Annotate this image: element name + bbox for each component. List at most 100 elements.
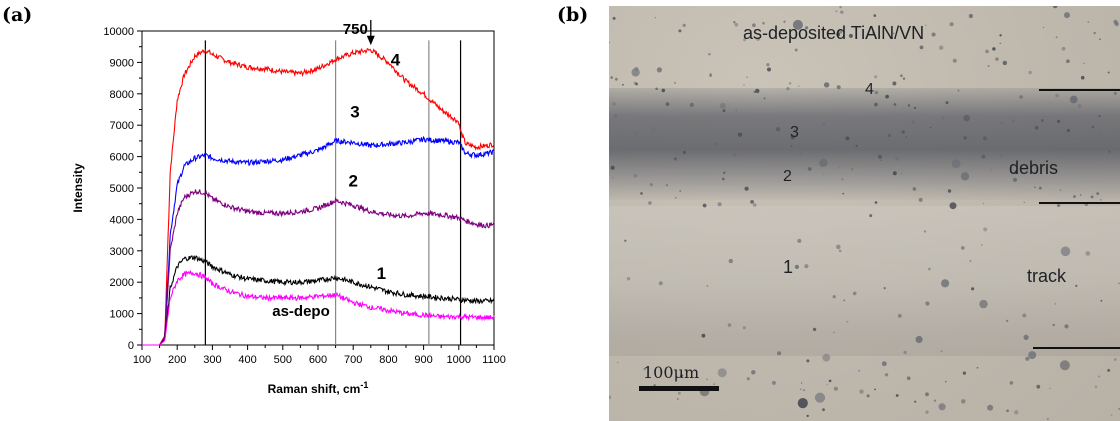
speckle [653, 384, 656, 387]
speckle [750, 200, 754, 204]
speckle [1108, 150, 1111, 153]
speckle [1077, 104, 1082, 108]
speckle [661, 88, 666, 93]
speckle [841, 178, 844, 181]
speckle [971, 287, 975, 291]
speckle [843, 299, 846, 302]
speckle [786, 87, 790, 91]
speckle [665, 184, 668, 187]
debris-band [609, 88, 1120, 200]
speckle [735, 109, 737, 111]
speckle [912, 187, 917, 191]
speckle [893, 32, 895, 35]
speckle [743, 38, 746, 42]
speckle [744, 186, 749, 191]
speckle [1052, 323, 1055, 327]
speckle [874, 102, 878, 107]
speckle [609, 42, 610, 44]
speckle [807, 167, 812, 171]
speckle [801, 382, 803, 384]
speckle [883, 287, 886, 290]
speckle [874, 201, 878, 204]
speckle [893, 103, 897, 106]
speckle [618, 147, 624, 152]
speckle [674, 196, 677, 199]
speckle [799, 152, 803, 156]
speckle [715, 143, 717, 145]
speckle [755, 88, 760, 94]
speckle [766, 63, 770, 67]
speckle [925, 410, 929, 414]
speckle [609, 395, 612, 400]
speckle [973, 137, 975, 139]
speckle [1110, 414, 1113, 416]
speckle [790, 145, 793, 148]
x-tick-label: 800 [379, 354, 397, 366]
speckle [717, 202, 722, 207]
point-label-2: 2 [783, 168, 792, 185]
speckle [1090, 195, 1094, 199]
y-tick-label: 3000 [110, 246, 134, 258]
speckle [633, 81, 637, 85]
speckle [1069, 95, 1078, 104]
speckle [869, 214, 873, 218]
speckle [976, 366, 979, 369]
boundary-line-top [1039, 89, 1120, 91]
series-label-4: 4 [391, 51, 401, 70]
speckle [1014, 170, 1018, 174]
speckle [673, 157, 678, 161]
speckle [845, 136, 850, 141]
speckle [1064, 12, 1070, 19]
speckle [838, 29, 843, 34]
speckle [1114, 21, 1119, 27]
speckle [945, 381, 947, 383]
speckle [812, 327, 817, 332]
speckle [983, 227, 988, 232]
panel-a-label: (a) [2, 4, 33, 26]
speckle [622, 83, 624, 86]
speckle [753, 90, 756, 94]
y-tick-label: 7000 [110, 120, 134, 132]
speckle [1087, 21, 1090, 24]
scale-bar-label: 100μm [643, 363, 700, 382]
speckle [1080, 75, 1085, 80]
speckle [1064, 324, 1069, 329]
speckle [838, 166, 841, 169]
speckle [1107, 368, 1111, 372]
series-line-as-depo [142, 269, 495, 346]
speckle [1098, 375, 1100, 378]
speckle [1034, 126, 1039, 130]
speckle [945, 101, 949, 105]
speckle [746, 76, 748, 79]
speckle [1060, 246, 1071, 257]
speckle [1100, 299, 1103, 302]
speckle [631, 68, 640, 77]
speckle [903, 350, 907, 355]
speckle [888, 134, 891, 137]
speckle [919, 45, 924, 50]
y-tick-label: 8000 [110, 89, 134, 101]
speckle [806, 414, 809, 418]
surface-speckles [609, 6, 1120, 420]
speckle [1038, 186, 1042, 190]
speckle [906, 376, 911, 381]
speckle [1053, 6, 1058, 9]
speckle [626, 277, 631, 281]
x-tick-label: 200 [168, 354, 186, 366]
speckle [629, 143, 634, 148]
series-label-3: 3 [350, 102, 359, 121]
speckle [1096, 192, 1100, 196]
speckle [925, 301, 930, 306]
speckle [733, 21, 736, 24]
speckle [928, 267, 931, 271]
speckle [676, 398, 679, 400]
speckle [634, 66, 639, 71]
speckle [885, 94, 889, 99]
x-tick-label: 400 [238, 354, 256, 366]
speckle [981, 154, 986, 159]
y-tick-label: 6000 [110, 152, 134, 164]
speckle [624, 239, 627, 242]
speckle [931, 32, 936, 37]
speckle [799, 388, 802, 391]
wear-track-band [609, 206, 1120, 356]
